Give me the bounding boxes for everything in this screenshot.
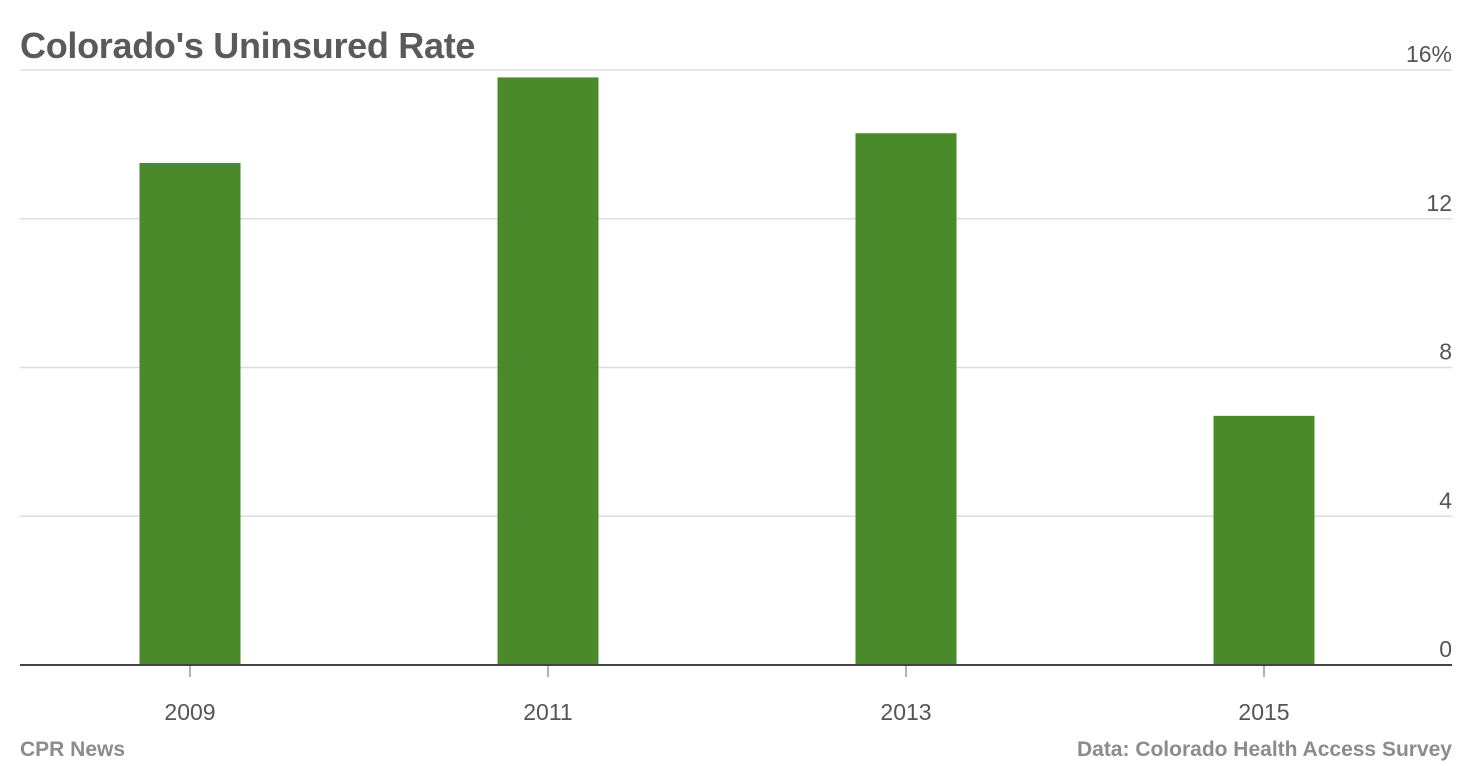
x-tick-label: 2009 bbox=[164, 699, 215, 725]
x-tick-label: 2013 bbox=[880, 699, 931, 725]
bar bbox=[139, 162, 241, 665]
chart-title: Colorado's Uninsured Rate bbox=[20, 25, 476, 66]
y-tick-label: 8 bbox=[1439, 339, 1452, 365]
x-tick-label: 2015 bbox=[1238, 699, 1289, 725]
source-credit: CPR News bbox=[20, 738, 126, 761]
data-credit: Data: Colorado Health Access Survey bbox=[1076, 738, 1452, 761]
y-tick-label: 0 bbox=[1439, 636, 1452, 662]
bar bbox=[855, 133, 957, 665]
x-tick-label: 2011 bbox=[523, 699, 572, 725]
y-tick-label: 16% bbox=[1406, 41, 1452, 67]
bar bbox=[1213, 415, 1315, 665]
axes: 0 4 8 12 16% 2009 2011 2013 2015 bbox=[20, 41, 1452, 725]
y-tick-label: 12 bbox=[1426, 190, 1452, 216]
y-tick-label: 4 bbox=[1439, 487, 1452, 513]
bar-chart: 0 4 8 12 16% 2009 2011 2013 2015 bbox=[20, 41, 1452, 725]
gridlines bbox=[20, 69, 1452, 517]
bar bbox=[497, 77, 599, 665]
bars bbox=[139, 77, 1315, 665]
